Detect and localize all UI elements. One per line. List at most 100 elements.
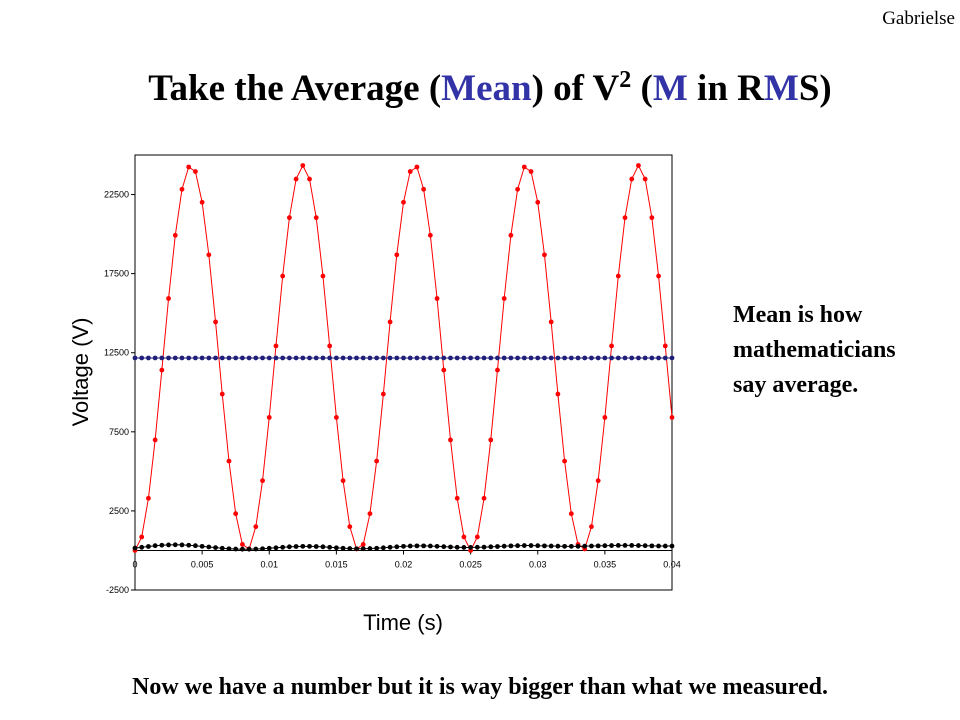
data-point — [172, 355, 178, 361]
x-tick-label: 0.02 — [395, 559, 413, 569]
data-point — [555, 391, 561, 397]
data-point — [139, 544, 145, 550]
data-point — [354, 355, 359, 361]
data-point — [589, 543, 594, 549]
data-point — [582, 355, 588, 361]
data-point — [286, 355, 292, 361]
data-point — [213, 545, 218, 551]
data-point — [172, 232, 178, 238]
data-point — [313, 215, 319, 221]
data-point — [139, 534, 145, 540]
data-point — [219, 391, 225, 397]
data-point — [333, 415, 339, 420]
data-point — [656, 273, 661, 279]
data-point — [253, 355, 259, 361]
y-tick-label: 17500 — [104, 269, 129, 279]
data-point — [474, 534, 480, 540]
data-point — [542, 355, 547, 361]
data-point — [206, 544, 212, 550]
data-point — [508, 355, 514, 361]
data-point — [347, 355, 353, 361]
plot-frame — [134, 154, 673, 591]
data-point — [656, 355, 661, 361]
y-tick-label: -2500 — [106, 585, 129, 595]
data-point — [421, 355, 427, 361]
data-point — [629, 355, 635, 361]
data-point — [300, 355, 306, 361]
data-point — [481, 544, 487, 550]
data-point — [414, 543, 420, 549]
data-point — [380, 545, 386, 551]
data-point — [240, 546, 245, 552]
data-point — [340, 545, 346, 551]
title-part: ( — [631, 68, 653, 109]
x-tick-label: 0 — [132, 559, 137, 569]
data-point — [649, 543, 655, 549]
title-part: M — [764, 68, 799, 109]
data-point — [434, 355, 440, 361]
data-point — [575, 543, 581, 549]
data-point — [219, 355, 225, 361]
data-point — [374, 355, 380, 361]
data-point — [662, 343, 668, 349]
data-point — [300, 543, 306, 549]
title-part: 2 — [619, 67, 631, 93]
data-point — [367, 546, 373, 551]
data-point — [193, 355, 198, 361]
data-point — [132, 355, 138, 361]
data-point — [253, 546, 259, 552]
data-point — [629, 176, 635, 182]
data-point — [528, 169, 534, 174]
x-tick-label: 0.005 — [191, 559, 214, 569]
data-point — [401, 355, 406, 361]
data-point — [521, 543, 527, 548]
note-line: mathematicians — [733, 337, 896, 363]
note-line: say average. — [733, 372, 858, 398]
data-point — [515, 186, 521, 192]
data-point — [286, 544, 292, 550]
data-point — [501, 543, 507, 549]
data-point — [179, 186, 185, 192]
data-point — [246, 546, 252, 552]
data-point — [636, 355, 641, 361]
y-tick-label: 7500 — [109, 427, 129, 437]
data-point — [327, 544, 333, 550]
data-point — [501, 296, 507, 301]
data-point — [152, 543, 158, 549]
data-point — [307, 543, 312, 549]
data-point — [441, 355, 447, 361]
data-point — [193, 169, 198, 174]
plot: -2500 2500 7500 12500 17500 22500 0 0.005 0.01 0.… — [104, 163, 681, 595]
data-point — [374, 458, 380, 464]
data-point — [562, 543, 567, 549]
data-point — [615, 355, 621, 361]
data-point — [495, 544, 500, 549]
data-point — [172, 542, 178, 548]
data-point — [568, 543, 574, 549]
data-point — [535, 355, 541, 361]
y-tick-label: 12500 — [104, 348, 129, 358]
data-point — [481, 495, 487, 501]
data-point — [374, 545, 380, 551]
data-point — [474, 544, 480, 550]
data-point — [320, 544, 326, 550]
note-line: Mean is how — [733, 302, 863, 328]
data-point — [642, 176, 648, 182]
data-point — [602, 415, 608, 420]
data-point — [354, 546, 359, 552]
data-point — [394, 544, 400, 550]
data-point — [166, 542, 171, 548]
data-point — [333, 545, 339, 551]
data-point — [360, 355, 366, 361]
data-point — [468, 355, 474, 361]
data-point — [434, 543, 440, 549]
data-point — [555, 355, 561, 361]
data-point — [542, 252, 547, 258]
data-point — [414, 355, 420, 361]
data-point — [293, 544, 299, 549]
data-point — [595, 543, 601, 549]
data-point — [394, 355, 400, 361]
data-point — [401, 199, 406, 205]
data-point — [246, 355, 252, 361]
data-point — [441, 367, 447, 373]
